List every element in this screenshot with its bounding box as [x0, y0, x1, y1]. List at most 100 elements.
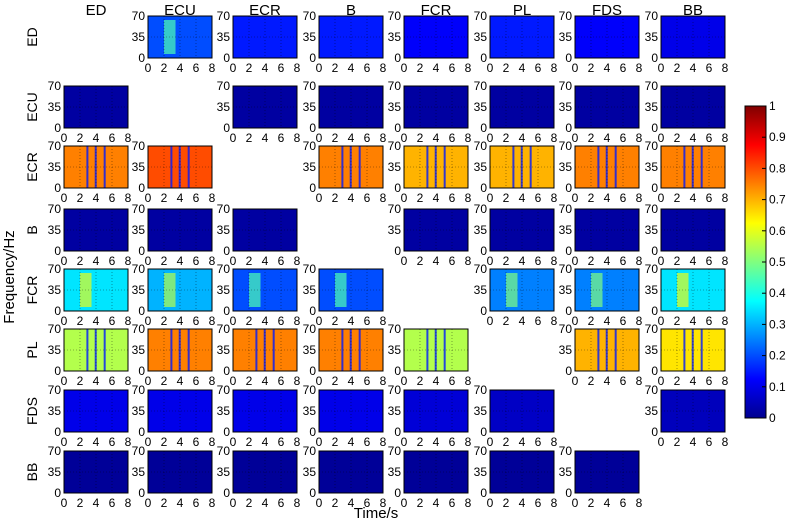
- x-tick-label: 2: [674, 191, 681, 205]
- y-tick-label: 0: [394, 364, 401, 378]
- panel-streak: [597, 146, 600, 188]
- x-tick-label: 8: [722, 374, 729, 388]
- y-tick-label: 0: [565, 51, 572, 65]
- x-tick-label: 0: [230, 61, 237, 75]
- y-tick-label: 70: [48, 262, 62, 276]
- x-tick-label: 8: [125, 374, 132, 388]
- y-tick-label: 0: [54, 181, 61, 195]
- colorbar-tick-label: 0.9: [769, 130, 786, 144]
- x-tick-label: 2: [332, 131, 339, 145]
- x-tick-label: 4: [177, 435, 184, 449]
- y-tick-label: 70: [559, 322, 573, 336]
- x-tick-label: 6: [706, 374, 713, 388]
- x-tick-label: 8: [722, 254, 729, 268]
- y-tick-label: 0: [651, 51, 658, 65]
- y-tick-label: 70: [474, 444, 488, 458]
- x-tick-label: 0: [145, 61, 152, 75]
- y-tick-label: 35: [303, 465, 317, 479]
- x-tick-label: 6: [620, 254, 627, 268]
- x-tick-label: 6: [620, 191, 627, 205]
- y-tick-label: 0: [54, 121, 61, 135]
- x-tick-label: 2: [417, 191, 424, 205]
- panel-frame: [403, 450, 469, 494]
- column-title: ECU: [164, 2, 196, 19]
- x-tick-label: 0: [145, 374, 152, 388]
- colorbar-tick-label: 0.5: [769, 255, 786, 269]
- y-tick-label: 35: [48, 160, 62, 174]
- y-tick-label: 35: [132, 30, 146, 44]
- column-titles: ED ECU ECR B FCR PL FDS BB: [86, 2, 703, 19]
- x-tick-label: 4: [177, 496, 184, 510]
- x-tick-label: 8: [722, 61, 729, 75]
- x-tick-label: 2: [332, 435, 339, 449]
- y-tick-label: 35: [217, 100, 231, 114]
- panel-frame: [318, 389, 384, 433]
- x-tick-label: 6: [364, 191, 371, 205]
- x-tick-label: 6: [278, 374, 285, 388]
- x-tick-label: 0: [145, 314, 152, 328]
- panel-frame: [489, 389, 555, 433]
- x-tick-label: 8: [465, 496, 472, 510]
- x-tick-label: 0: [572, 191, 579, 205]
- y-tick-label: 0: [138, 425, 145, 439]
- y-tick-label: 70: [48, 322, 62, 336]
- y-tick-label: 0: [54, 244, 61, 258]
- x-tick-label: 8: [294, 374, 301, 388]
- panel-streak: [170, 146, 173, 188]
- x-tick-label: 2: [588, 314, 595, 328]
- x-tick-label: 4: [433, 131, 440, 145]
- panel-frame: [318, 268, 384, 312]
- y-tick-label: 35: [132, 283, 146, 297]
- y-tick-label: 70: [217, 202, 231, 216]
- y-tick-label: 0: [309, 51, 316, 65]
- x-tick-label: 0: [487, 61, 494, 75]
- panel-streak: [426, 329, 429, 371]
- y-tick-label: 70: [645, 202, 659, 216]
- y-tick-label: 70: [645, 9, 659, 23]
- x-tick-label: 8: [125, 191, 132, 205]
- panel-streak: [341, 329, 344, 371]
- x-tick-label: 8: [636, 374, 643, 388]
- x-tick-label: 0: [401, 374, 408, 388]
- x-tick-label: 2: [674, 131, 681, 145]
- x-tick-label: 0: [572, 131, 579, 145]
- x-tick-label: 8: [465, 131, 472, 145]
- x-tick-label: 4: [177, 254, 184, 268]
- x-tick-label: 6: [193, 374, 200, 388]
- colorbar-tick-label: 0.1: [769, 380, 786, 394]
- x-tick-label: 6: [535, 254, 542, 268]
- panel-streak: [683, 329, 686, 371]
- panel-frame: [660, 208, 726, 252]
- x-tick-label: 2: [417, 496, 424, 510]
- y-tick-label: 70: [474, 383, 488, 397]
- x-tick-label: 6: [109, 374, 116, 388]
- panel-frame: [489, 208, 555, 252]
- x-tick-label: 4: [604, 254, 611, 268]
- y-tick-label: 0: [138, 486, 145, 500]
- y-tick-label: 70: [132, 262, 146, 276]
- x-tick-label: 6: [364, 496, 371, 510]
- y-tick-label: 35: [303, 30, 317, 44]
- x-tick-label: 4: [177, 374, 184, 388]
- y-tick-label: 35: [645, 30, 659, 44]
- x-tick-label: 2: [246, 374, 253, 388]
- y-tick-label: 70: [48, 202, 62, 216]
- colorbar-tick-label: 0.2: [769, 349, 786, 363]
- x-tick-label: 6: [109, 435, 116, 449]
- panel-streak: [683, 146, 686, 188]
- x-tick-label: 6: [364, 61, 371, 75]
- x-tick-label: 4: [348, 374, 355, 388]
- y-tick-label: 35: [132, 404, 146, 418]
- y-tick-label: 35: [645, 343, 659, 357]
- y-tick-label: 35: [474, 30, 488, 44]
